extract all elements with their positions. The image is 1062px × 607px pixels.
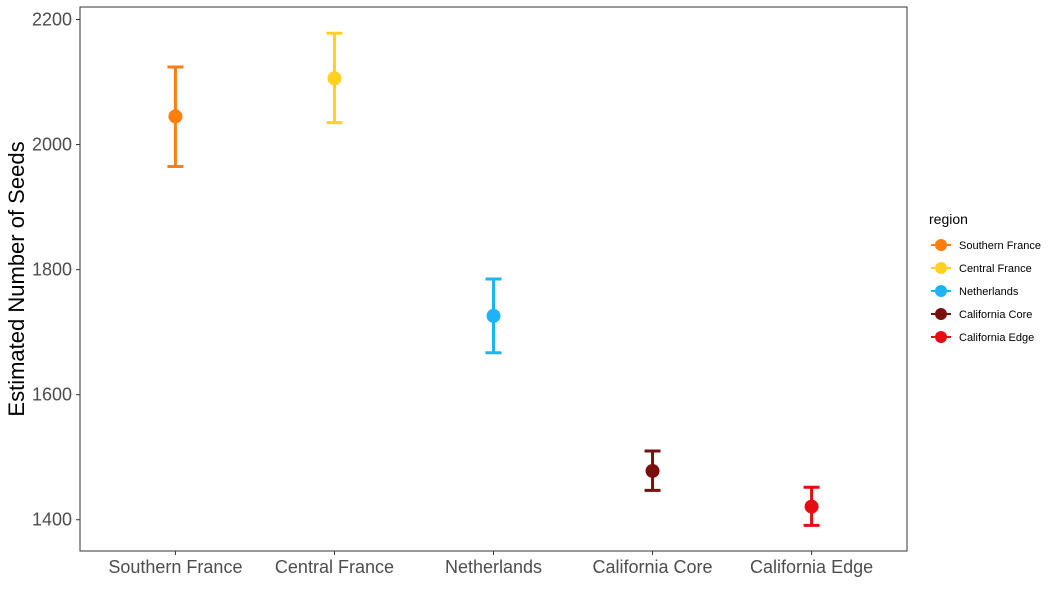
legend-key-point xyxy=(935,308,947,320)
y-tick-label: 1800 xyxy=(32,260,72,280)
legend-item: California Core xyxy=(931,308,1032,321)
legend-item: Southern France xyxy=(931,239,1041,252)
legend-item: Central France xyxy=(931,262,1032,275)
legend: region Southern France Central France Neth… xyxy=(929,211,1041,344)
data-point xyxy=(327,71,342,86)
data-point xyxy=(168,109,183,124)
data-point xyxy=(486,308,501,323)
data-marks xyxy=(167,31,820,527)
x-tick-label: Netherlands xyxy=(445,557,542,577)
legend-label: Southern France xyxy=(959,240,1041,252)
legend-label: Netherlands xyxy=(959,286,1019,298)
x-tick-label: California Edge xyxy=(750,557,873,577)
legend-label: California Core xyxy=(959,309,1032,321)
x-tick-label: Southern France xyxy=(108,557,242,577)
legend-item: Netherlands xyxy=(931,285,1019,298)
data-point xyxy=(645,463,660,478)
y-tick-label: 1400 xyxy=(32,510,72,530)
legend-label: California Edge xyxy=(959,332,1034,344)
legend-title: region xyxy=(929,211,968,227)
x-axis: Southern France Central France Netherlands… xyxy=(108,551,873,577)
series-california-core xyxy=(644,449,661,492)
series-central-france xyxy=(326,31,343,125)
legend-item: California Edge xyxy=(931,331,1034,344)
series-netherlands xyxy=(485,277,502,355)
series-southern-france xyxy=(167,65,184,168)
legend-key-point xyxy=(935,239,947,251)
legend-key-point xyxy=(935,262,947,274)
y-tick-label: 2000 xyxy=(32,135,72,155)
series-california-edge xyxy=(803,485,820,527)
legend-label: Central France xyxy=(959,263,1032,275)
y-tick-label: 2200 xyxy=(32,10,72,30)
legend-key-point xyxy=(935,331,947,343)
data-point xyxy=(804,499,819,514)
x-tick-label: Central France xyxy=(275,557,394,577)
x-tick-label: California Core xyxy=(593,557,713,577)
legend-key-point xyxy=(935,285,947,297)
y-axis-title: Estimated Number of Seeds xyxy=(4,141,29,416)
y-tick-label: 1600 xyxy=(32,385,72,405)
y-axis: 1400 1600 1800 2000 2200 xyxy=(32,10,80,530)
